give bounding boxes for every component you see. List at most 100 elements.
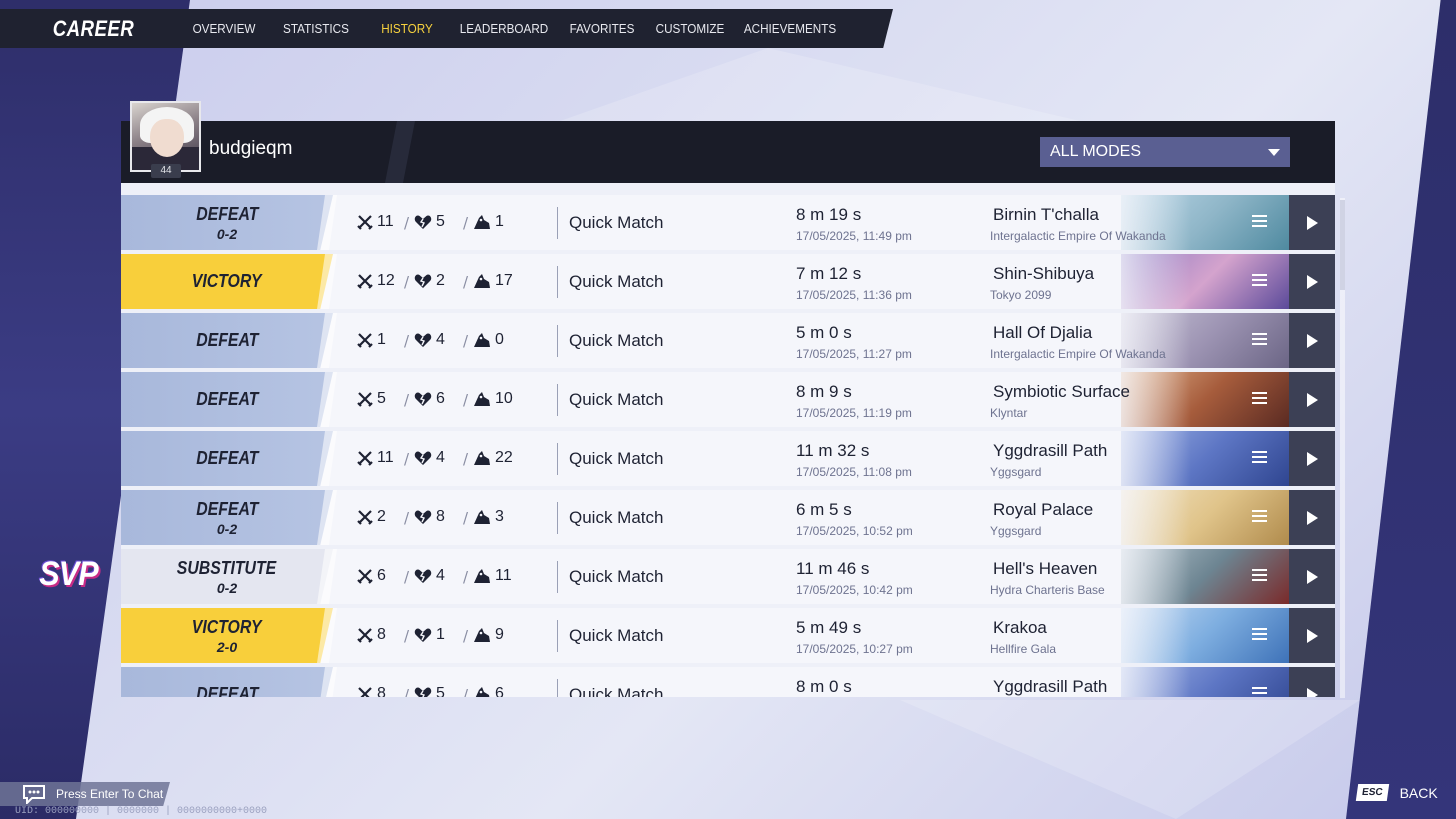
- details-menu-icon[interactable]: [1252, 451, 1267, 465]
- tab-customize[interactable]: CUSTOMIZE: [655, 21, 725, 36]
- match-mode: Quick Match: [569, 567, 664, 586]
- replay-button[interactable]: [1289, 431, 1335, 486]
- tab-statistics[interactable]: STATISTICS: [283, 21, 349, 36]
- match-row[interactable]: VICTORY 2-0 8 / 1 / 9 Quick Match 5 m 49 s 17/05/…: [121, 608, 1335, 663]
- assists-value: 9: [495, 626, 504, 643]
- kills-value: 1: [377, 331, 386, 348]
- tab-favorites[interactable]: FAVORITES: [569, 21, 635, 36]
- deaths-value: 4: [436, 449, 445, 466]
- level-badge: 44: [151, 164, 181, 178]
- result-label: DEFEAT: [195, 684, 259, 697]
- map-fade: [1081, 254, 1191, 309]
- kills-stat: 12: [357, 272, 395, 290]
- tab-overview[interactable]: OVERVIEW: [192, 21, 256, 36]
- result-score: 0-2: [216, 579, 238, 596]
- stat-separator: /: [463, 627, 469, 645]
- map-name: Yggdrasill Path: [993, 677, 1108, 696]
- assists-icon: [474, 569, 490, 583]
- stat-separator: /: [404, 568, 410, 586]
- assists-stat: 1: [473, 213, 504, 231]
- details-menu-icon[interactable]: [1252, 569, 1267, 583]
- assists-value: 3: [495, 508, 504, 525]
- details-menu-icon[interactable]: [1252, 392, 1267, 406]
- stat-separator: /: [404, 391, 410, 409]
- scrollbar-track[interactable]: [1340, 198, 1345, 698]
- stat-separator: /: [404, 509, 410, 527]
- match-row[interactable]: DEFEAT 1 / 4 / 0 Quick Match 5 m 0 s 17/05/2025,…: [121, 313, 1335, 368]
- replay-button[interactable]: [1289, 372, 1335, 427]
- avatar[interactable]: [130, 101, 201, 172]
- kills-icon: [357, 392, 373, 407]
- tab-leaderboard[interactable]: LEADERBOARD: [459, 21, 549, 36]
- map-name: Hell's Heaven: [993, 559, 1098, 578]
- details-menu-icon[interactable]: [1252, 510, 1267, 524]
- deaths-icon: [414, 333, 432, 347]
- match-row[interactable]: DEFEAT 11 / 4 / 22 Quick Match 11 m 32 s 17/05/2…: [121, 431, 1335, 486]
- map-region: Hellfire Gala: [990, 642, 1057, 656]
- details-menu-icon[interactable]: [1252, 687, 1267, 697]
- back-button[interactable]: ESC BACK: [1355, 784, 1438, 801]
- match-history-list[interactable]: DEFEAT 0-2 11/5/1 Quick Match 8 m 19 s 17/05/…: [121, 183, 1335, 697]
- back-label: BACK: [1399, 784, 1438, 801]
- deaths-stat: 5: [414, 213, 445, 231]
- details-menu-icon[interactable]: [1252, 215, 1267, 229]
- kills-icon: [357, 274, 373, 289]
- result-badge: DEFEAT: [121, 313, 333, 368]
- replay-button[interactable]: [1289, 667, 1335, 697]
- stat-separator: /: [404, 214, 410, 232]
- match-mode: Quick Match: [569, 685, 664, 697]
- result-label: VICTORY: [192, 271, 262, 291]
- kills-icon: [358, 687, 372, 697]
- assists-value: 17: [495, 272, 513, 289]
- match-row[interactable]: DEFEAT 0-2 2 / 8 / 3 Quick Match 6 m 5 s 17/05/20…: [121, 490, 1335, 545]
- play-icon: [1306, 215, 1318, 230]
- match-mode: Quick Match: [569, 331, 664, 350]
- match-date: 17/05/2025, 11:27 pm: [796, 347, 912, 361]
- assists-value: 0: [495, 331, 504, 348]
- result-label: DEFEAT: [195, 330, 259, 350]
- deaths-icon: [414, 274, 432, 288]
- match-row[interactable]: VICTORY 12 / 2 / 17 Quick Match 7 m 12 s 17/05/2…: [121, 254, 1335, 309]
- replay-button[interactable]: [1289, 490, 1335, 545]
- match-duration: 11 m 46 s: [796, 559, 870, 578]
- details-menu-icon[interactable]: [1252, 274, 1267, 288]
- replay-button[interactable]: [1289, 254, 1335, 309]
- tab-achievements[interactable]: ACHIEVEMENTS: [743, 21, 837, 36]
- deaths-value: 4: [436, 331, 445, 348]
- map-region: Intergalactic Empire Of Wakanda: [990, 229, 1166, 243]
- scrollbar-thumb[interactable]: [1340, 200, 1345, 290]
- kills-icon: [357, 451, 373, 466]
- deaths-value: 1: [436, 626, 445, 643]
- match-duration: 6 m 5 s: [796, 500, 852, 519]
- details-menu-icon[interactable]: [1252, 333, 1267, 347]
- kills-value: 12: [377, 272, 395, 289]
- assists-icon: [475, 687, 490, 697]
- deaths-icon: [414, 392, 432, 406]
- kills-value: 2: [377, 508, 386, 525]
- replay-button[interactable]: [1289, 195, 1335, 250]
- replay-button[interactable]: [1289, 313, 1335, 368]
- deaths-stat: 5: [414, 685, 445, 697]
- assists-icon: [474, 510, 490, 524]
- result-badge: DEFEAT: [121, 431, 333, 486]
- replay-button[interactable]: [1289, 608, 1335, 663]
- row-divider: [557, 561, 558, 593]
- assists-icon: [474, 274, 490, 288]
- replay-button[interactable]: [1289, 549, 1335, 604]
- stat-separator: /: [404, 273, 410, 291]
- mode-filter-dropdown[interactable]: ALL MODES: [1040, 137, 1290, 167]
- tab-history[interactable]: HISTORY: [381, 21, 433, 36]
- match-mode: Quick Match: [569, 272, 664, 291]
- deaths-value: 5: [436, 213, 445, 230]
- assists-stat: 10: [473, 390, 513, 408]
- match-row[interactable]: SUBSTITUTE 0-2 6 / 4 / 11 Quick Match 11 m 46 s 1…: [121, 549, 1335, 604]
- chat-prompt[interactable]: Press Enter To Chat: [0, 782, 170, 806]
- career-nav-bar: CAREER OVERVIEW STATISTICS HISTORY LEADERBO…: [0, 9, 893, 48]
- match-row[interactable]: DEFEAT 5 / 6 / 10 Quick Match 8 m 9 s 17/05/2025…: [121, 372, 1335, 427]
- details-menu-icon[interactable]: [1252, 628, 1267, 642]
- play-icon: [1306, 392, 1318, 407]
- username: budgieqm: [209, 138, 293, 159]
- match-row[interactable]: DEFEAT 0-2 11 / 5 / 1 Quick Match 8 m 19 s 17/05/…: [121, 195, 1335, 250]
- result-label: DEFEAT: [195, 448, 259, 468]
